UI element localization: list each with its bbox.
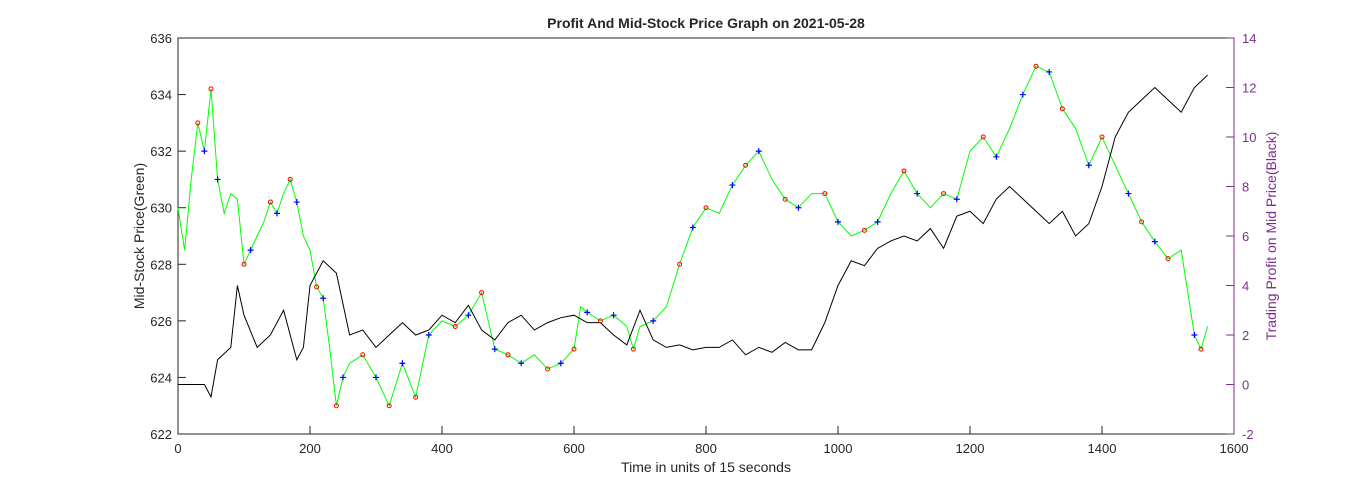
- plus-marker: [689, 224, 696, 231]
- y-tick-label: 636: [150, 31, 172, 46]
- circle-marker: [1165, 256, 1171, 262]
- y2-tick-label: 10: [1242, 130, 1256, 145]
- plus-marker: [610, 312, 617, 319]
- plot-area: [177, 37, 1235, 435]
- y-tick-label: 632: [150, 144, 172, 159]
- circle-marker: [630, 346, 636, 352]
- circle-marker: [505, 352, 511, 358]
- plus-marker: [1019, 91, 1026, 98]
- x-tick-label: 1400: [1088, 441, 1117, 456]
- plus-marker: [914, 190, 921, 197]
- circle-marker: [195, 120, 201, 126]
- x-tick-label: 1200: [956, 441, 985, 456]
- circle-marker: [452, 324, 458, 330]
- y2-tick-label: 14: [1242, 31, 1256, 46]
- circle-marker: [1139, 219, 1145, 225]
- plus-marker: [274, 210, 280, 217]
- plus-marker: [1046, 68, 1053, 75]
- circle-marker: [597, 318, 603, 324]
- x-tick-label: 400: [431, 441, 453, 456]
- chart-title: Profit And Mid-Stock Price Graph on 2021…: [547, 15, 865, 31]
- plus-marker: [729, 182, 736, 189]
- plus-marker: [953, 196, 960, 203]
- circle-marker: [861, 227, 867, 233]
- plus-marker: [584, 309, 591, 316]
- x-tick-label: 0: [174, 441, 181, 456]
- y-tick-label: 630: [150, 201, 172, 216]
- plus-marker: [425, 332, 432, 338]
- circle-marker: [333, 403, 339, 409]
- plus-marker: [1151, 238, 1158, 245]
- plus-marker: [340, 374, 346, 381]
- circle-marker: [703, 205, 709, 211]
- y2-tick-label: 12: [1242, 81, 1256, 96]
- x-tick-label: 1000: [824, 441, 853, 456]
- plus-marker: [755, 148, 762, 155]
- x-tick-label: 600: [563, 441, 585, 456]
- circle-marker: [287, 176, 293, 182]
- x-tick-label: 800: [695, 441, 717, 456]
- y2-tick-label: 4: [1242, 279, 1249, 294]
- plus-marker: [650, 317, 657, 324]
- circle-marker: [386, 403, 392, 409]
- plus-marker: [293, 199, 300, 206]
- y2-axis-label: Trading Profit on Mid Price(Black): [1263, 132, 1279, 341]
- y-axis-label: Mid-Stock Price(Green): [131, 163, 147, 309]
- circle-marker: [241, 261, 247, 267]
- circle-marker: [360, 352, 366, 358]
- circle-marker: [413, 394, 419, 400]
- circle-marker: [1099, 134, 1105, 140]
- y2-tick-label: -2: [1242, 427, 1254, 442]
- circle-marker: [208, 86, 214, 92]
- plus-marker: [1125, 190, 1132, 197]
- circle-marker: [782, 196, 788, 202]
- y-tick-label: 626: [150, 314, 172, 329]
- circle-marker: [743, 162, 749, 168]
- plus-marker: [465, 312, 472, 319]
- circle-marker: [267, 199, 273, 205]
- plus-marker: [993, 153, 1000, 160]
- y-tick-label: 624: [150, 370, 172, 385]
- circle-marker: [1198, 346, 1204, 352]
- circle-marker: [479, 290, 485, 296]
- y-tick-label: 628: [150, 257, 172, 272]
- plus-marker: [399, 360, 406, 367]
- circle-marker: [571, 346, 577, 352]
- circle-marker: [545, 366, 551, 372]
- y2-tick-label: 6: [1242, 229, 1249, 244]
- circle-marker: [1059, 106, 1065, 112]
- y2-tick-label: 0: [1242, 378, 1249, 393]
- series-line: [178, 74, 1208, 399]
- y2-tick-label: 8: [1242, 180, 1249, 195]
- plus-marker: [247, 247, 254, 254]
- plus-marker: [518, 360, 525, 367]
- plus-marker: [373, 374, 379, 381]
- x-tick-label: 1600: [1220, 441, 1249, 456]
- y2-tick-label: 2: [1242, 328, 1249, 343]
- plus-marker: [795, 204, 802, 211]
- circle-marker: [901, 168, 907, 174]
- circle-marker: [677, 261, 683, 267]
- x-axis-label: Time in units of 15 seconds: [621, 459, 791, 475]
- y-tick-label: 634: [150, 88, 172, 103]
- plus-marker: [201, 148, 208, 155]
- plus-marker: [491, 346, 498, 353]
- circle-marker: [980, 134, 986, 140]
- plus-marker: [214, 176, 221, 183]
- plus-marker: [557, 360, 564, 367]
- circle-marker: [1033, 63, 1039, 69]
- plus-marker: [320, 295, 327, 302]
- circle-marker: [822, 191, 828, 197]
- x-tick-label: 200: [299, 441, 321, 456]
- plus-marker: [1191, 332, 1198, 338]
- circle-marker: [941, 191, 947, 197]
- circle-marker: [314, 284, 320, 290]
- plus-marker: [1085, 162, 1092, 169]
- plus-marker: [835, 218, 841, 225]
- y-tick-label: 622: [150, 427, 172, 442]
- plus-marker: [874, 218, 881, 225]
